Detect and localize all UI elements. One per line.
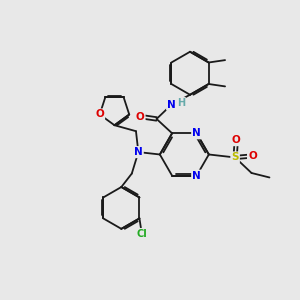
Text: Cl: Cl [136, 229, 147, 239]
Text: N: N [192, 171, 201, 181]
Text: N: N [192, 128, 201, 138]
Text: O: O [232, 135, 241, 145]
Text: N: N [134, 147, 143, 157]
Text: H: H [177, 98, 185, 108]
Text: O: O [248, 151, 257, 161]
Text: S: S [231, 152, 239, 163]
Text: N: N [167, 100, 176, 110]
Text: O: O [136, 112, 145, 122]
Text: O: O [95, 110, 104, 119]
